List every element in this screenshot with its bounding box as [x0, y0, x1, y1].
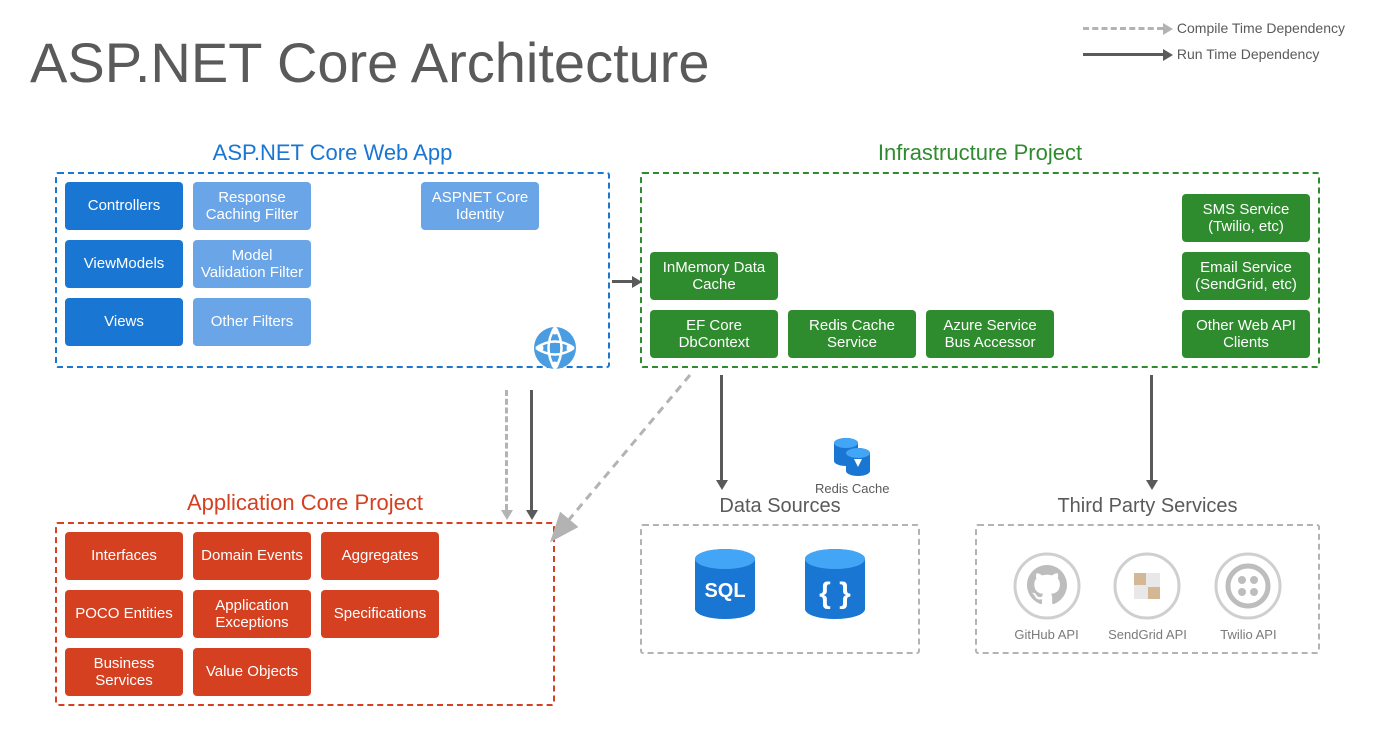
webapp-container: ASP.NET Core Web App Controllers Respons… [55, 140, 610, 368]
infra-box-inmemory: InMemory Data Cache [650, 252, 778, 300]
core-box-aggregates: Aggregates [321, 532, 439, 580]
sendgrid-api-label: SendGrid API [1108, 627, 1187, 642]
core-box-specifications: Specifications [321, 590, 439, 638]
webapp-box-controllers: Controllers [65, 182, 183, 230]
arrow-webapp-to-core-dashed [505, 390, 508, 510]
infra-box-sms: SMS Service (Twilio, etc) [1182, 194, 1310, 242]
legend-runtime-label: Run Time Dependency [1177, 46, 1319, 62]
webapp-box-response-caching: Response Caching Filter [193, 182, 311, 230]
legend: Compile Time Dependency Run Time Depende… [1083, 15, 1345, 67]
infra-box-webapi: Other Web API Clients [1182, 310, 1310, 358]
webapp-box-other-filters: Other Filters [193, 298, 311, 346]
webapp-box-identity: ASPNET Core Identity [421, 182, 539, 230]
webapp-globe-icon [532, 325, 578, 376]
arrow-infra-to-datasources [720, 375, 723, 480]
core-box-poco: POCO Entities [65, 590, 183, 638]
infra-box-servicebus: Azure Service Bus Accessor [926, 310, 1054, 358]
infra-box-redis: Redis Cache Service [788, 310, 916, 358]
core-box-value-objects: Value Objects [193, 648, 311, 696]
infra-box: InMemory Data Cache SMS Service (Twilio,… [640, 172, 1320, 368]
svg-text:{ }: { } [819, 577, 851, 610]
third-party-title: Third Party Services [975, 495, 1320, 518]
arrow-infra-to-thirdparty [1150, 375, 1153, 480]
legend-solid-line-icon [1083, 53, 1163, 56]
webapp-box-views: Views [65, 298, 183, 346]
github-api-item: GitHub API [1012, 551, 1082, 642]
legend-compile-row: Compile Time Dependency [1083, 15, 1345, 41]
twilio-icon [1213, 551, 1283, 621]
infra-box-email: Email Service (SendGrid, etc) [1182, 252, 1310, 300]
sendgrid-api-item: SendGrid API [1108, 551, 1187, 642]
data-sources-container: Data Sources SQL { } [640, 495, 920, 654]
arrow-webapp-to-core-solid [530, 390, 533, 510]
webapp-box-model-validation: Model Validation Filter [193, 240, 311, 288]
webapp-box-viewmodels: ViewModels [65, 240, 183, 288]
redis-cache-icon: Redis Cache [815, 435, 889, 496]
core-box-interfaces: Interfaces [65, 532, 183, 580]
sendgrid-icon [1112, 551, 1182, 621]
twilio-api-item: Twilio API [1213, 551, 1283, 642]
core-box-exceptions: Application Exceptions [193, 590, 311, 638]
sql-database-icon: SQL [690, 547, 760, 632]
svg-text:SQL: SQL [704, 580, 745, 602]
infra-container: Infrastructure Project InMemory Data Cac… [640, 140, 1320, 368]
cosmos-database-icon: { } [800, 547, 870, 632]
github-api-label: GitHub API [1012, 627, 1082, 642]
core-title: Application Core Project [55, 490, 555, 516]
core-container: Application Core Project Interfaces Doma… [55, 490, 555, 706]
webapp-title: ASP.NET Core Web App [55, 140, 610, 166]
core-box: Interfaces Domain Events Aggregates POCO… [55, 522, 555, 706]
legend-compile-label: Compile Time Dependency [1177, 20, 1345, 36]
webapp-box: Controllers Response Caching Filter ASPN… [55, 172, 610, 368]
twilio-api-label: Twilio API [1213, 627, 1283, 642]
core-box-domain-events: Domain Events [193, 532, 311, 580]
legend-runtime-row: Run Time Dependency [1083, 41, 1345, 67]
third-party-container: Third Party Services GitHub API SendGrid… [975, 495, 1320, 654]
data-sources-box: SQL { } [640, 524, 920, 654]
redis-cache-label: Redis Cache [815, 481, 889, 496]
core-box-services: Business Services [65, 648, 183, 696]
data-sources-title: Data Sources [640, 495, 920, 518]
page-title: ASP.NET Core Architecture [30, 30, 710, 95]
legend-dashed-line-icon [1083, 27, 1163, 30]
github-icon [1012, 551, 1082, 621]
infra-title: Infrastructure Project [640, 140, 1320, 166]
third-party-box: GitHub API SendGrid API Twilio API [975, 524, 1320, 654]
arrow-webapp-to-infra [612, 280, 632, 283]
infra-box-efcore: EF Core DbContext [650, 310, 778, 358]
